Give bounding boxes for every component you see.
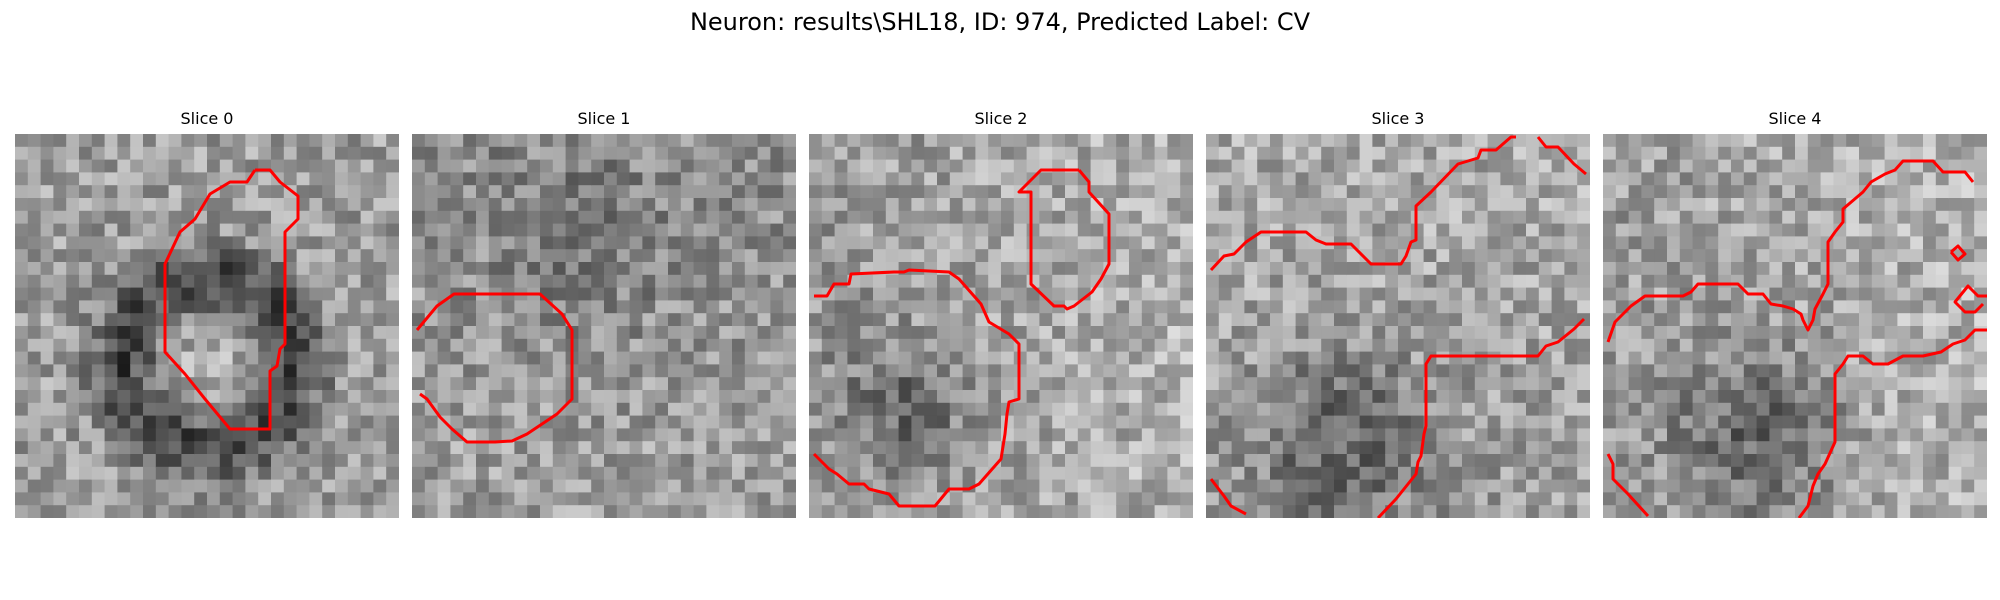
figure-title: Neuron: results\SHL18, ID: 974, Predicte… (0, 6, 2000, 38)
slice-title-0: Slice 0 (15, 108, 399, 130)
slice-title-2: Slice 2 (809, 108, 1193, 130)
slice-image-3 (1206, 134, 1590, 518)
slice-title-4: Slice 4 (1603, 108, 1987, 130)
slice-title-3: Slice 3 (1206, 108, 1590, 130)
slice-image-4 (1603, 134, 1987, 518)
slice-title-1: Slice 1 (412, 108, 796, 130)
slice-image-0 (15, 134, 399, 518)
slice-image-1 (412, 134, 796, 518)
slice-image-2 (809, 134, 1193, 518)
